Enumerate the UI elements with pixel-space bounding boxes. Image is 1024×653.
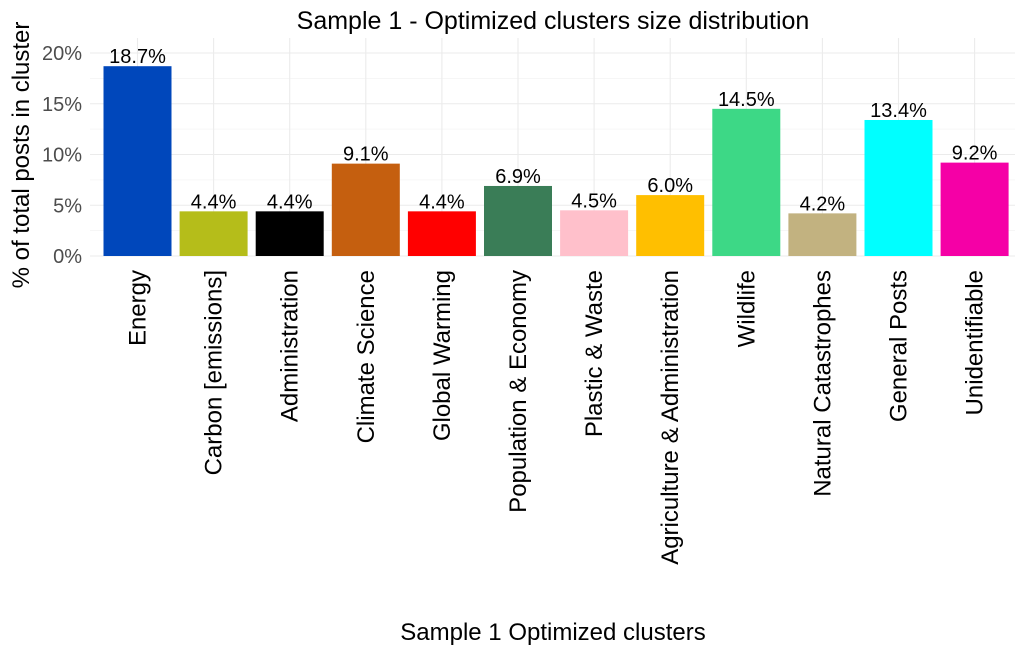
bar-value-label: 18.7% xyxy=(109,46,166,68)
x-tick-label: Carbon [emissions] xyxy=(201,270,228,475)
bar-value-label: 6.0% xyxy=(647,175,693,197)
bar-value-label: 9.1% xyxy=(343,144,389,166)
bar xyxy=(712,108,781,256)
bar-value-label: 4.2% xyxy=(800,193,846,215)
x-tick-label: Energy xyxy=(125,270,152,346)
bar xyxy=(940,162,1009,256)
y-tick-label: 5% xyxy=(53,195,82,217)
x-tick-label: Global Warming xyxy=(429,270,456,441)
bar-value-label: 4.4% xyxy=(419,191,465,213)
bar xyxy=(103,66,172,256)
bar xyxy=(864,119,933,257)
bar xyxy=(560,210,629,256)
bar-value-label: 6.9% xyxy=(495,166,541,188)
x-tick-label: Climate Science xyxy=(353,270,380,443)
bar xyxy=(331,163,400,256)
x-tick-label: Population & Economy xyxy=(505,270,532,513)
bar xyxy=(636,195,705,256)
x-tick-label: Administration xyxy=(277,270,304,422)
bar-value-label: 4.4% xyxy=(267,191,313,213)
x-tick-label: Natural Catastrophes xyxy=(809,270,836,497)
y-tick-label: 0% xyxy=(53,246,82,268)
chart-title: Sample 1 - Optimized clusters size distr… xyxy=(297,7,810,35)
bar xyxy=(179,211,248,256)
x-tick-label: Agriculture & Administration xyxy=(657,270,684,565)
bar xyxy=(255,211,324,256)
x-axis-title: Sample 1 Optimized clusters xyxy=(400,619,705,646)
bars xyxy=(103,66,1009,257)
x-tick-label: Plastic & Waste xyxy=(581,270,608,437)
bar-value-label: 13.4% xyxy=(870,100,927,122)
y-tick-label: 10% xyxy=(42,145,82,167)
bar-value-label: 14.5% xyxy=(718,89,775,111)
x-axis-ticks: Energy Carbon [emissions] Administration Cl… xyxy=(125,270,989,565)
y-tick-label: 20% xyxy=(42,43,82,65)
bar-value-label: 4.4% xyxy=(191,191,237,213)
y-axis-ticks: 0% 5% 10% 15% 20% xyxy=(42,43,82,268)
bar-value-label: 4.5% xyxy=(571,190,617,212)
y-axis-title: % of total posts in cluster xyxy=(8,22,35,289)
x-tick-label: General Posts xyxy=(886,270,913,422)
x-tick-label: Unidentifiable xyxy=(962,270,989,415)
x-tick-label: Wildlife xyxy=(733,270,760,347)
bar-value-label: 9.2% xyxy=(952,143,998,165)
bar xyxy=(407,211,476,256)
bar-labels: 18.7% 4.4% 4.4% 9.1% 4.4% 6.9% 4.5% 6.0% 14.5% 4.… xyxy=(109,46,997,215)
y-tick-label: 15% xyxy=(42,94,82,116)
bar xyxy=(484,185,552,256)
bar xyxy=(788,213,857,256)
